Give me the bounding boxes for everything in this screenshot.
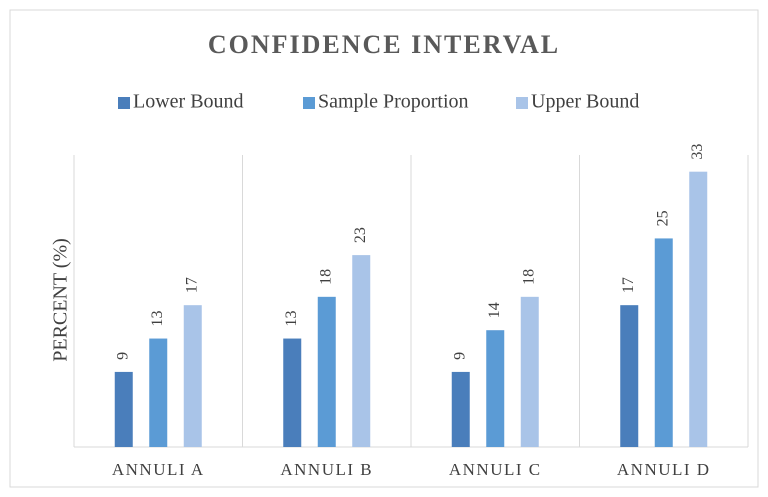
x-tick-label: ANNULI C (449, 460, 542, 479)
legend-swatch (303, 97, 315, 109)
bar (620, 305, 639, 447)
bar (451, 371, 470, 447)
bar (183, 305, 202, 447)
data-label: 18 (520, 269, 537, 285)
x-tick-label: ANNULI D (617, 460, 711, 479)
data-label: 23 (352, 227, 369, 243)
legend-label: Sample Proportion (318, 91, 469, 113)
bar (114, 371, 133, 447)
chart-title: CONFIDENCE INTERVAL (208, 30, 560, 59)
legend-label: Lower Bound (133, 91, 244, 113)
x-tick-label: ANNULI A (112, 460, 205, 479)
legend-label: Upper Bound (531, 91, 639, 113)
bar (486, 330, 505, 447)
data-label: 17 (183, 277, 200, 293)
data-label: 13 (149, 311, 166, 327)
data-label: 9 (451, 352, 468, 360)
bar (520, 296, 539, 447)
legend-swatch (516, 97, 528, 109)
bar (283, 338, 302, 447)
bar (352, 255, 371, 447)
data-label: 33 (689, 144, 706, 160)
y-axis-label: PERCENT (%) (50, 238, 72, 362)
x-tick-label: ANNULI B (280, 460, 373, 479)
data-label: 25 (654, 210, 671, 226)
data-label: 9 (114, 352, 131, 360)
data-label: 14 (486, 302, 503, 318)
legend-swatch (118, 97, 130, 109)
bar (654, 238, 673, 447)
data-label: 17 (620, 277, 637, 293)
bar (317, 296, 336, 447)
data-label: 18 (317, 269, 334, 285)
bar (689, 171, 708, 447)
data-label: 13 (283, 311, 300, 327)
bar (149, 338, 168, 447)
